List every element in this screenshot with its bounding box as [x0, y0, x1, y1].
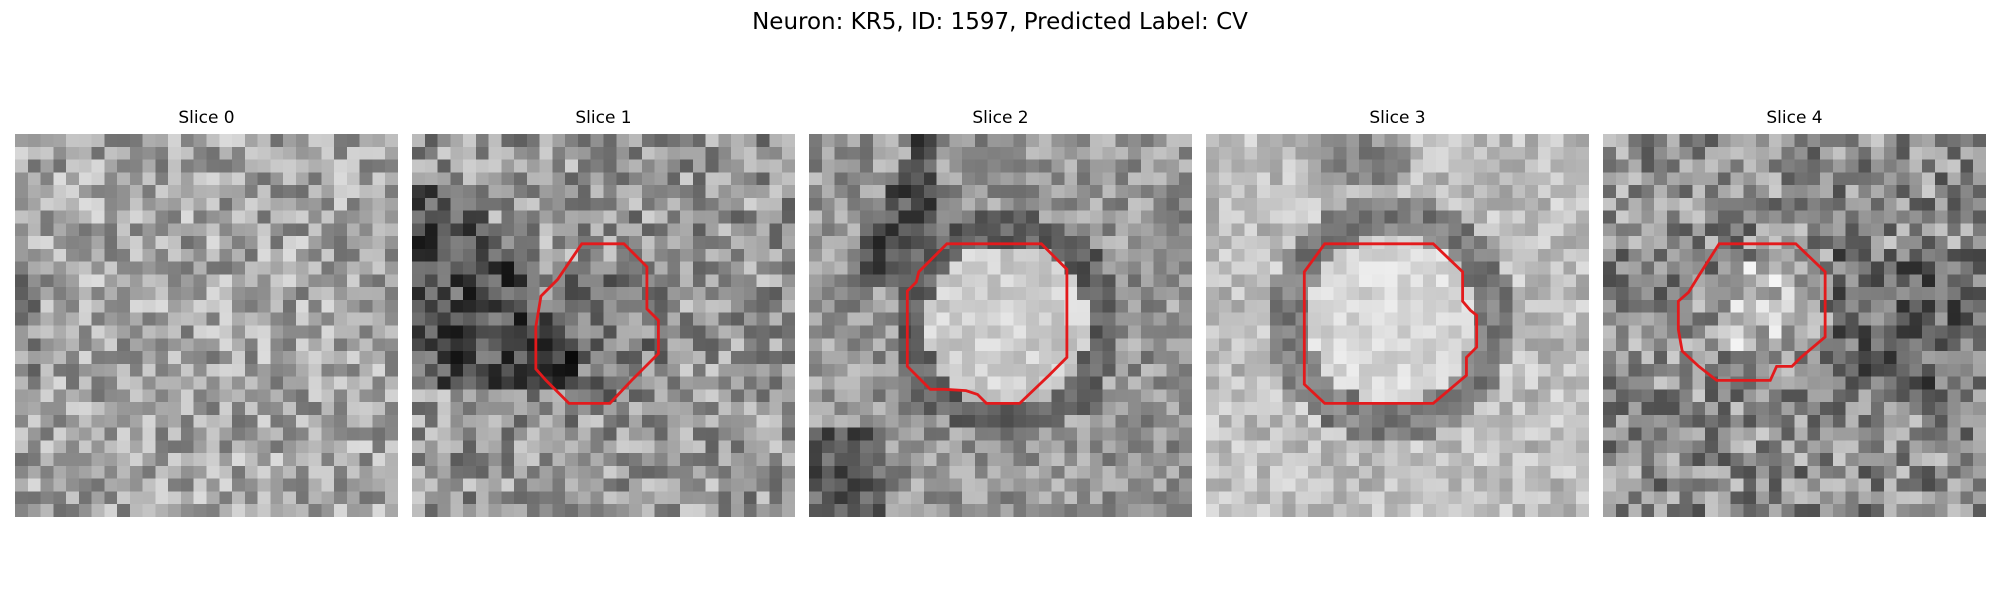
- slice-image-2: [809, 134, 1192, 517]
- slice-image-2-svg: [809, 134, 1192, 517]
- slice-image-4: [1603, 134, 1986, 517]
- slice-image-4-svg: [1603, 134, 1986, 517]
- slice-image-3-svg: [1206, 134, 1589, 517]
- slice-panel-0: Slice 0: [15, 108, 398, 517]
- slice-image-3: [1206, 134, 1589, 517]
- slice-panel-2: Slice 2: [809, 108, 1192, 517]
- slice-title-1: Slice 1: [575, 108, 632, 128]
- cell-contour-3: [1302, 242, 1479, 405]
- figure-title: Neuron: KR5, ID: 1597, Predicted Label: …: [752, 9, 1248, 35]
- slice-title-0: Slice 0: [178, 108, 235, 128]
- slice-panel-3: Slice 3: [1206, 108, 1589, 517]
- slice-image-1: [412, 134, 795, 517]
- slice-title-3: Slice 3: [1369, 108, 1426, 128]
- slice-image-0-svg: [15, 134, 398, 517]
- slice-panel-1: Slice 1: [412, 108, 795, 517]
- cell-contour-1: [534, 242, 660, 405]
- cell-contour-4: [1676, 242, 1827, 382]
- cell-contour-2: [905, 242, 1069, 405]
- slice-panel-4: Slice 4: [1603, 108, 1986, 517]
- slice-title-4: Slice 4: [1766, 108, 1823, 128]
- slice-image-0: [15, 134, 398, 517]
- slice-title-2: Slice 2: [972, 108, 1029, 128]
- slice-image-1-svg: [412, 134, 795, 517]
